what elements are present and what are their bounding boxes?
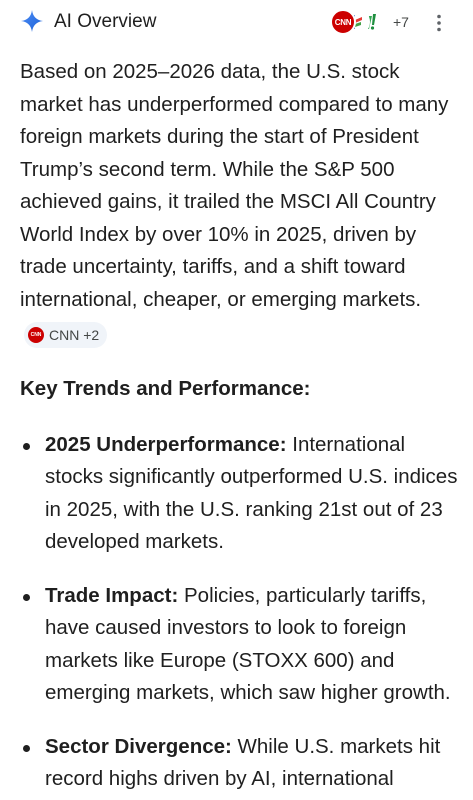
list-item: 2025 Underperformance: International sto…: [20, 429, 460, 559]
header-title: AI Overview: [54, 11, 157, 32]
citation-chip-label: CNN +2: [49, 327, 100, 343]
more-options-icon[interactable]: [430, 13, 448, 33]
list-item: Sector Divergence: While U.S. markets hi…: [20, 731, 460, 796]
bullet-text: Policies, particularly tariffs, have cau…: [45, 583, 451, 705]
ai-overview-content: Based on 2025–2026 data, the U.S. stock …: [20, 56, 460, 800]
ai-overview-header: AI Overview CNN +7: [0, 0, 473, 44]
bullet-text: While U.S. markets hit record highs driv…: [45, 734, 441, 791]
sparkle-icon: [21, 10, 43, 32]
bullet-title: 2025 Underperformance:: [45, 432, 287, 456]
bullet-icon: [23, 442, 30, 450]
cnn-logo-icon[interactable]: CNN: [330, 9, 356, 35]
bullet-icon: [23, 744, 30, 752]
key-trends-list: 2025 Underperformance: International sto…: [20, 429, 460, 796]
section-heading: Key Trends and Performance:: [20, 376, 311, 400]
list-item: Trade Impact: Policies, particularly tar…: [20, 580, 460, 710]
bullet-text: International stocks significantly outpe…: [45, 432, 458, 554]
bullet-title: Sector Divergence:: [45, 734, 232, 758]
overview-paragraph: Based on 2025–2026 data, the U.S. stock …: [20, 56, 460, 349]
overview-text: Based on 2025–2026 data, the U.S. stock …: [20, 60, 449, 311]
cnn-logo-icon: CNN: [28, 327, 44, 343]
more-sources-count[interactable]: +7: [393, 14, 409, 30]
bullet-icon: [23, 593, 30, 601]
citation-chip[interactable]: CNN CNN +2: [24, 322, 108, 348]
bullet-title: Trade Impact:: [45, 583, 179, 607]
source-favicons[interactable]: CNN +7: [330, 7, 460, 37]
